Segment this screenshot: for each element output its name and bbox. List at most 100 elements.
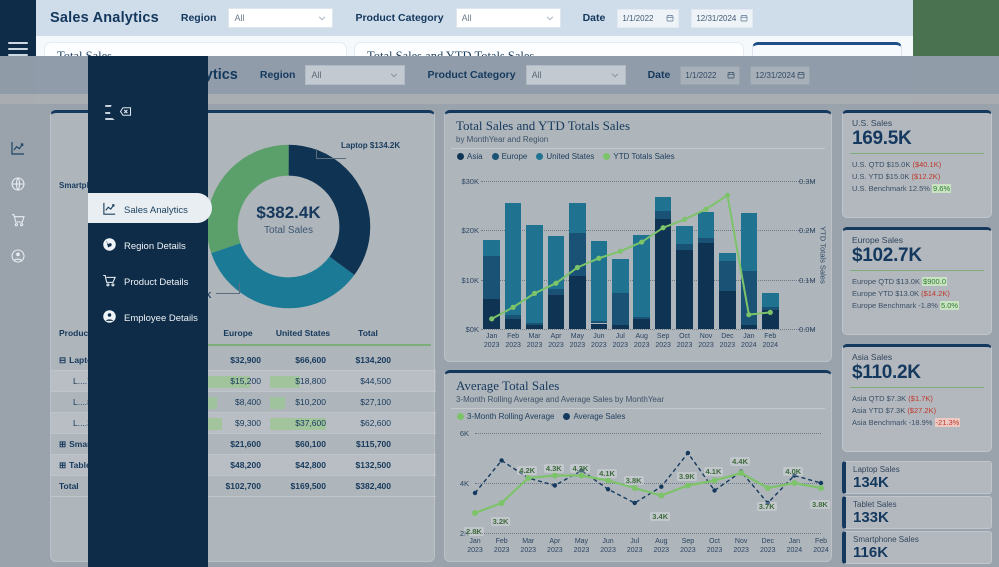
donut-svg xyxy=(206,144,371,309)
background-app-header: Sales Analytics Region All Product Categ… xyxy=(36,0,913,36)
bar-segment[interactable] xyxy=(483,240,501,257)
bar-segment[interactable] xyxy=(547,294,565,329)
bar-segment[interactable] xyxy=(504,319,522,329)
data-label: 4.3K xyxy=(570,463,591,473)
bar-segment[interactable] xyxy=(611,292,629,326)
bar-segment[interactable] xyxy=(697,237,715,244)
bar-segment[interactable] xyxy=(654,197,672,212)
bar-segment[interactable] xyxy=(654,218,672,329)
rail-item-employee-details[interactable] xyxy=(0,238,36,274)
drawer-item-region-details[interactable]: Region Details xyxy=(88,228,208,264)
bar-segment[interactable] xyxy=(654,211,672,219)
date-from-input[interactable]: 1/1/2022 xyxy=(617,8,680,28)
cell-bar xyxy=(270,376,301,388)
bar-segment[interactable] xyxy=(676,226,693,244)
bar-segment[interactable] xyxy=(740,270,758,325)
row-expander-icon[interactable]: ⊟ xyxy=(59,355,67,365)
bar-segment[interactable] xyxy=(483,256,501,300)
bar-segment[interactable] xyxy=(611,325,629,329)
rail-item-product-details[interactable] xyxy=(0,202,36,238)
row-expander-icon[interactable]: ⊞ xyxy=(59,460,67,470)
data-label: 3.4K xyxy=(650,511,671,521)
bar-chart-legend[interactable]: Asia Europe United States YTD Totals Sales xyxy=(445,149,831,161)
bar-segment[interactable] xyxy=(676,243,693,250)
data-label: 3.9K xyxy=(676,471,697,481)
drawer-item-product-details[interactable]: Product Details xyxy=(88,264,208,300)
line-chart-plot[interactable]: 2K 4K 6K 2.8K 3.2K 4.2K 4.3K 4.3K 4.1K 3.8K 3.4K 3.… xyxy=(445,427,833,563)
x-axis-tick: Apr 2023 xyxy=(547,538,563,554)
mini-kpi-smartphone-sales[interactable]: Smartphone Sales 116K xyxy=(842,531,992,564)
drawer-item-employee-details[interactable]: Employee Details xyxy=(88,300,208,336)
bar-segment[interactable] xyxy=(569,202,586,233)
kpi-card-asia-sales[interactable]: Asia Sales $110.2K Asia QTD $7.3K ($1.7K) A… xyxy=(842,344,992,452)
bar-segment[interactable] xyxy=(740,213,758,271)
fg-date-to-input[interactable]: 12/31/2024 xyxy=(750,65,811,85)
line-chart-svg xyxy=(472,450,824,516)
fg-product-filter-select[interactable]: All xyxy=(525,65,626,85)
legend-item[interactable]: 3-Month Rolling Average xyxy=(457,412,554,421)
drawer-item-label: Sales Analytics xyxy=(124,204,188,216)
bar-segment[interactable] xyxy=(547,289,565,295)
rail-item-region-details[interactable] xyxy=(0,166,36,202)
bar-segment[interactable] xyxy=(547,235,565,290)
table-cell: $37,600 xyxy=(270,416,328,431)
bar-segment[interactable] xyxy=(526,325,543,329)
close-drawer-button[interactable] xyxy=(110,100,140,122)
cell-bar xyxy=(270,397,286,409)
table-cell: $134,200 xyxy=(355,355,391,365)
date-to-input[interactable]: 12/31/2024 xyxy=(691,8,754,28)
bar-segment[interactable] xyxy=(611,259,629,293)
legend-item[interactable]: YTD Totals Sales xyxy=(603,152,675,161)
drawer-item-sales-analytics[interactable]: Sales Analytics xyxy=(88,192,212,228)
region-filter-select[interactable]: All xyxy=(228,8,334,28)
y-axis-tick: $20K xyxy=(461,226,479,236)
bar-segment[interactable] xyxy=(761,309,779,329)
mini-kpi-tablet-sales[interactable]: Tablet Sales 133K xyxy=(842,496,992,529)
data-label: 3.7K xyxy=(756,502,777,511)
fg-region-filter-select[interactable]: All xyxy=(305,65,406,85)
bar-segment[interactable] xyxy=(526,322,543,326)
bar-segment[interactable] xyxy=(740,324,758,329)
line-chart-legend[interactable]: 3-Month Rolling Average Average Sales xyxy=(445,409,831,421)
bar-segment[interactable] xyxy=(697,243,715,329)
legend-label: Europe xyxy=(501,152,528,161)
bar-segment[interactable] xyxy=(719,253,736,261)
legend-dot xyxy=(457,413,464,420)
kpi-card-europe-sales[interactable]: Europe Sales $102.7K Europe QTD $13.0K $90… xyxy=(842,227,992,335)
fg-date-from-input[interactable]: 1/1/2022 xyxy=(680,65,741,85)
bar-segment[interactable] xyxy=(633,316,651,320)
table-row[interactable] xyxy=(51,350,436,371)
table-row[interactable] xyxy=(51,392,436,413)
bar-segment[interactable] xyxy=(676,249,693,329)
row-expander-icon[interactable]: ⊞ xyxy=(59,439,67,449)
donut-chart[interactable]: $382.4K Total Sales xyxy=(201,139,376,314)
legend-item[interactable]: Average Sales xyxy=(563,412,625,421)
bar-segment[interactable] xyxy=(719,291,736,329)
table-row[interactable] xyxy=(51,434,436,455)
bar-segment[interactable] xyxy=(504,314,522,320)
table-cell: $27,100 xyxy=(360,397,391,407)
legend-item[interactable]: Asia xyxy=(457,152,483,161)
table-row[interactable] xyxy=(51,476,436,497)
bar-segment[interactable] xyxy=(719,260,736,292)
legend-item[interactable]: United States xyxy=(536,152,594,161)
bar-segment[interactable] xyxy=(633,235,651,317)
product-filter-select[interactable]: All xyxy=(455,8,561,28)
bar-segment[interactable] xyxy=(526,225,543,323)
data-label: 3.8K xyxy=(623,476,644,485)
bar-segment[interactable] xyxy=(483,299,501,329)
bar-segment[interactable] xyxy=(569,276,586,329)
hamburger-icon[interactable] xyxy=(8,42,28,56)
x-axis-tick: Jan 2024 xyxy=(741,333,757,349)
bar-segment[interactable] xyxy=(761,293,779,308)
bar-segment[interactable] xyxy=(504,202,522,315)
bar-segment[interactable] xyxy=(590,321,608,324)
kpi-card-us-sales[interactable]: U.S. Sales 169.5K U.S. QTD $15.0K ($40.1K)… xyxy=(842,110,992,218)
legend-item[interactable]: Europe xyxy=(491,152,528,161)
bar-segment[interactable] xyxy=(590,323,608,329)
bar-segment[interactable] xyxy=(633,319,651,329)
bar-chart-plot[interactable]: $0K $10K $20K $30K 0.0M 0.1M 0.2M 0.3M YTD Total… xyxy=(445,173,833,363)
bar-segment[interactable] xyxy=(697,212,715,238)
bar-segment[interactable] xyxy=(761,307,779,310)
mini-kpi-laptop-sales[interactable]: Laptop Sales 134K xyxy=(842,461,992,494)
